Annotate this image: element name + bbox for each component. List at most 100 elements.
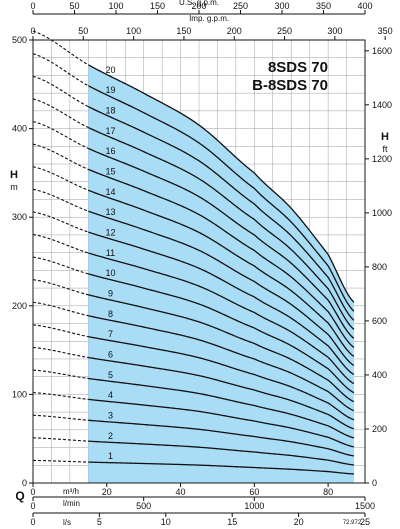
stage-label-3: 3	[108, 411, 113, 421]
y-right-tick-label: 400	[372, 370, 387, 380]
x-lmin-tick-label: 1500	[355, 501, 375, 511]
stage-curve-dashed-14	[32, 166, 89, 191]
x-impgpm-tick-label: 250	[277, 26, 292, 36]
stage-label-1: 1	[108, 451, 113, 461]
x-impgpm-axis-label: Imp. g.p.m.	[189, 14, 229, 23]
stage-curve-12	[88, 231, 355, 376]
stage-label-10: 10	[105, 268, 115, 278]
stage-label-15: 15	[105, 167, 115, 177]
x-usgpm-tick-label: 0	[30, 1, 35, 11]
stage-label-14: 14	[105, 187, 115, 197]
stage-curve-9	[88, 294, 355, 403]
x-ls-axis-unit: l/s	[63, 518, 71, 527]
stage-curve-1	[88, 461, 354, 475]
x-lmin-axis-unit: l/min	[63, 499, 80, 508]
chart-title-line-1: 8SDS 70	[268, 59, 328, 76]
stage-curve-15	[88, 168, 355, 348]
x-main-tick-label: 80	[323, 487, 333, 497]
stage-label-18: 18	[105, 106, 115, 116]
stage-label-5: 5	[108, 370, 113, 380]
y-right-tick-label: 800	[372, 262, 387, 272]
x-impgpm-tick-label: 50	[78, 26, 88, 36]
x-usgpm-tick-label: 50	[69, 1, 79, 11]
x-ls-tick-label: 25	[360, 517, 370, 527]
stage-curve-20	[88, 64, 355, 303]
x-usgpm-tick-label: 250	[233, 1, 248, 11]
stage-curves	[88, 64, 355, 475]
stage-curve-dashed-13	[32, 188, 89, 212]
stage-label-16: 16	[105, 146, 115, 156]
stage-curve-16	[88, 147, 355, 339]
stage-label-9: 9	[108, 289, 113, 299]
stage-label-19: 19	[105, 85, 115, 95]
x-main-tick-label: 60	[249, 487, 259, 497]
chart-title-line-2: B-8SDS 70	[252, 77, 328, 94]
x-ls-tick-label: 20	[294, 517, 304, 527]
y-left-tick-label: 400	[12, 124, 27, 134]
x-lmin-tick-label: 1000	[244, 501, 264, 511]
stage-label-12: 12	[105, 228, 115, 238]
x-axis-label: Q	[15, 489, 24, 503]
stage-curve-dashed-12	[32, 211, 89, 233]
x-impgpm-tick-label: 350	[378, 26, 393, 36]
x-lmin-tick-label: 0	[30, 501, 35, 511]
x-impgpm-tick-label: 0	[30, 26, 35, 36]
y-right-tick-label: 0	[372, 478, 377, 488]
stage-label-13: 13	[105, 207, 115, 217]
stage-curve-dashed-1	[32, 459, 89, 463]
y-right-axis-label: H	[381, 131, 389, 143]
stage-curve-dashed-11	[32, 233, 89, 254]
x-main-axis-unit: m³/h	[63, 487, 79, 496]
operating-range-area	[88, 64, 354, 483]
stage-curve-dashed-4	[32, 392, 89, 400]
stage-curve-dashed-19	[32, 53, 89, 87]
stage-curve-2	[88, 440, 355, 466]
y-left-tick-label: 300	[12, 212, 27, 222]
x-usgpm-tick-label: 200	[191, 1, 206, 11]
stage-curve-dashed-7	[32, 324, 89, 338]
chart-titles: 8SDS 70B-8SDS 70	[252, 59, 328, 94]
stage-curve-dashed-15	[32, 143, 89, 170]
stage-curve-10	[88, 273, 355, 394]
x-impgpm-tick-label: 300	[327, 26, 342, 36]
stage-label-8: 8	[108, 309, 113, 319]
stage-curve-dashed-10	[32, 256, 89, 275]
stage-label-4: 4	[108, 390, 113, 400]
axes: 0100200300400500Hm0200400600800100012001…	[10, 0, 393, 527]
x-ls-tick-label: 10	[161, 517, 171, 527]
y-right-tick-label: 1200	[372, 154, 392, 164]
stage-curve-6	[88, 356, 355, 430]
stage-curve-3	[88, 419, 355, 457]
y-left-tick-label: 200	[12, 301, 27, 311]
x-main-tick-label: 40	[176, 487, 186, 497]
extrapolation-dashes	[32, 30, 89, 463]
y-right-tick-label: 1000	[372, 208, 392, 218]
stage-label-2: 2	[108, 431, 113, 441]
x-usgpm-tick-label: 150	[150, 1, 165, 11]
y-right-tick-label: 1600	[372, 46, 392, 56]
x-usgpm-tick-label: 400	[357, 1, 372, 11]
x-main-tick-label: 20	[102, 487, 112, 497]
y-right-tick-label: 600	[372, 316, 387, 326]
x-usgpm-axis-label: U.S. g.p.m.	[179, 0, 219, 7]
y-left-tick-label: 0	[22, 478, 27, 488]
y-right-tick-label: 200	[372, 424, 387, 434]
x-impgpm-tick-label: 200	[227, 26, 242, 36]
stage-curve-dashed-6	[32, 346, 89, 359]
stage-curve-19	[88, 85, 355, 312]
stage-curve-dashed-9	[32, 279, 89, 296]
stage-curve-17	[88, 126, 355, 330]
stage-label-11: 11	[106, 248, 115, 258]
stage-curve-4	[88, 398, 355, 448]
stage-curve-dashed-20	[32, 30, 89, 66]
stage-curve-14	[88, 189, 355, 358]
x-ls-tick-label: 0	[30, 517, 35, 527]
watermark-code: 72.972	[343, 520, 362, 526]
stage-curve-dashed-5	[32, 369, 89, 379]
x-ls-tick-label: 5	[97, 517, 102, 527]
x-main-tick-label: 0	[30, 487, 35, 497]
stage-label-6: 6	[108, 350, 113, 360]
stage-curve-18	[88, 106, 355, 321]
y-left-tick-label: 500	[12, 35, 27, 45]
